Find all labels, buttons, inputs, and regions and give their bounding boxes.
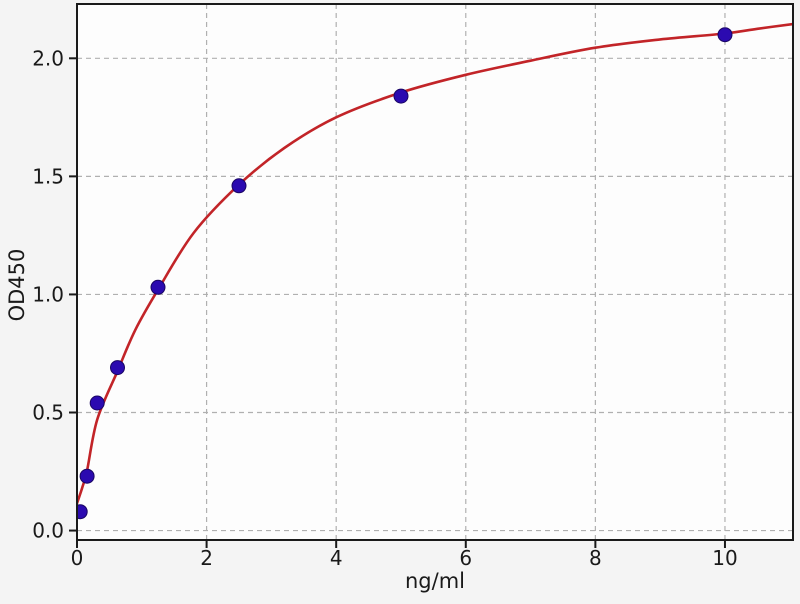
x-tick-label: 0 xyxy=(71,546,84,570)
y-tick-label: 1.5 xyxy=(32,164,64,188)
data-point xyxy=(110,360,125,376)
y-tick-label: 0.5 xyxy=(32,400,64,424)
x-axis-label: ng/ml xyxy=(405,569,465,593)
x-tick-label: 4 xyxy=(330,546,343,570)
data-point xyxy=(89,395,105,411)
x-tick-label: 2 xyxy=(200,546,213,570)
y-tick-label: 2.0 xyxy=(32,46,64,70)
gridlines xyxy=(76,4,793,540)
data-point xyxy=(717,27,733,43)
x-tick-label: 10 xyxy=(712,546,737,570)
data-point xyxy=(79,468,95,484)
data-point xyxy=(77,504,88,520)
tick-marks xyxy=(69,57,726,548)
plot-area xyxy=(77,4,793,540)
y-tick-label: 0.0 xyxy=(32,519,64,543)
data-point xyxy=(231,178,247,194)
axes-spines xyxy=(76,3,794,541)
y-axis-label: OD450 xyxy=(5,249,29,322)
y-tick-label: 1.0 xyxy=(32,282,64,306)
data-points xyxy=(77,27,733,520)
fit-curve xyxy=(77,22,793,505)
x-tick-label: 8 xyxy=(589,546,602,570)
data-point xyxy=(393,88,409,104)
x-tick-label: 6 xyxy=(459,546,472,570)
data-point xyxy=(150,279,166,295)
